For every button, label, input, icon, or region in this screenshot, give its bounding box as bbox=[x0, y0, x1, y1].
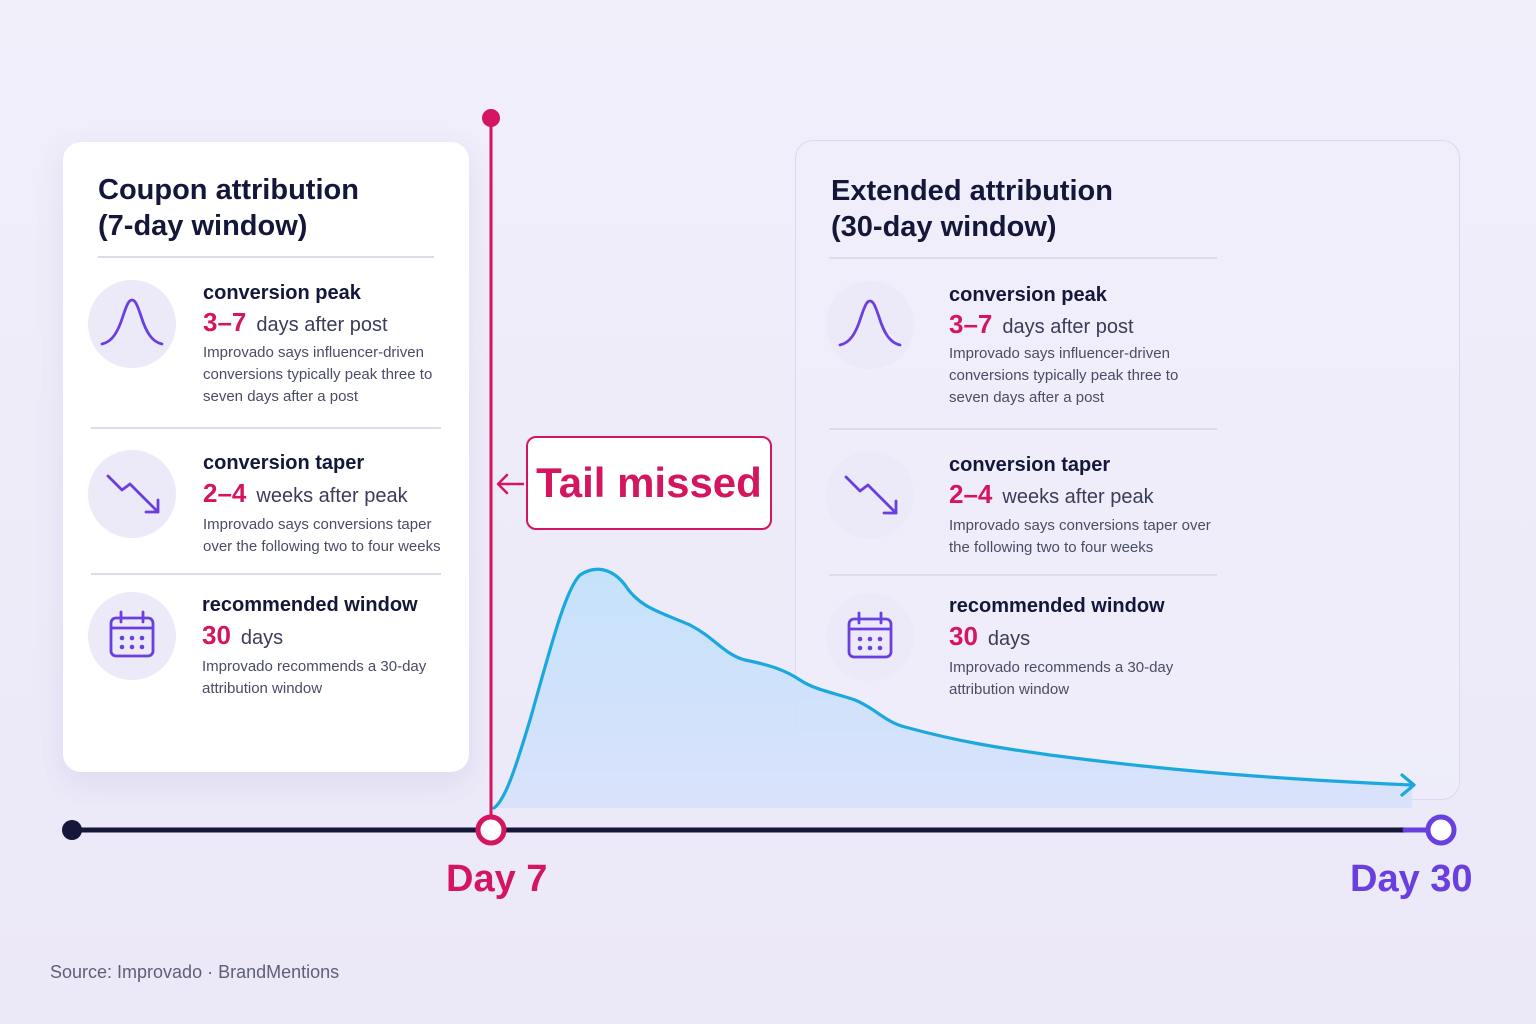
card-title-line1: Extended attribution bbox=[831, 175, 1113, 207]
metric-value: 2–4 bbox=[203, 478, 247, 508]
metric-value: 2–4 bbox=[949, 479, 993, 509]
metric-heading: recommended window bbox=[202, 594, 418, 616]
metric-unit: weeks after peak bbox=[256, 485, 408, 507]
metric-value-row: 3–7 days after post bbox=[949, 309, 1134, 340]
divider bbox=[91, 573, 441, 575]
metric-note: Improvado says influencer-driven convers… bbox=[949, 345, 1179, 406]
calendar-icon bbox=[826, 593, 914, 681]
bell-curve-icon bbox=[88, 280, 176, 368]
card-title-line2: (30-day window) bbox=[831, 211, 1057, 243]
divider bbox=[829, 574, 1217, 576]
day7-label: Day 7 bbox=[446, 858, 548, 900]
day30-marker bbox=[1425, 814, 1457, 846]
callout-arrowhead bbox=[496, 473, 509, 495]
tail-missed-callout: Tail missed bbox=[526, 436, 772, 530]
metric-unit: weeks after peak bbox=[1002, 486, 1154, 508]
card-title-line1: Coupon attribution bbox=[98, 174, 359, 206]
metric-value: 3–7 bbox=[949, 309, 993, 339]
source-note: Source: Improvado · BrandMentions bbox=[50, 962, 340, 982]
metric-note: Improvado recommends a 30-day attributio… bbox=[202, 658, 427, 697]
metric-heading: conversion taper bbox=[203, 452, 365, 474]
divider bbox=[91, 427, 441, 429]
trend-down-icon bbox=[826, 451, 914, 539]
metric-unit: days after post bbox=[1002, 316, 1134, 338]
tail-curve-line bbox=[492, 567, 1414, 810]
metric-value-row: 30 days bbox=[202, 620, 283, 651]
card-title-line2: (7-day window) bbox=[98, 210, 308, 242]
metric-unit: days after post bbox=[256, 314, 388, 336]
trend-down-icon bbox=[88, 450, 176, 538]
metric-value-row: 30 days bbox=[949, 621, 1030, 652]
timeline-start-dot bbox=[62, 820, 82, 840]
metric-unit: days bbox=[987, 628, 1031, 650]
bell-curve-icon bbox=[826, 281, 914, 369]
extended-attribution-card: Extended attribution (30-day window) con… bbox=[795, 140, 1460, 800]
divider bbox=[829, 257, 1217, 259]
metric-heading: recommended window bbox=[949, 595, 1165, 617]
metric-heading: conversion peak bbox=[203, 282, 361, 304]
metric-value: 30 bbox=[202, 620, 231, 650]
metric-note: Improvado says conversions taper over th… bbox=[949, 517, 1211, 556]
metric-heading: conversion taper bbox=[949, 454, 1111, 476]
day7-cutoff-top-dot bbox=[482, 109, 500, 127]
tail-curve-area bbox=[494, 569, 1412, 808]
metric-note: Improvado says conversions taper over th… bbox=[203, 516, 441, 555]
curve-arrowhead bbox=[1400, 773, 1416, 797]
metric-note: Improvado recommends a 30-day attributio… bbox=[949, 659, 1174, 698]
card-title: Extended attribution (30-day window) bbox=[831, 173, 1113, 245]
metric-value-row: 3–7 days after post bbox=[203, 307, 388, 338]
day7-marker bbox=[475, 814, 507, 846]
metric-value: 3–7 bbox=[203, 307, 247, 337]
coupon-attribution-card: Coupon attribution (7-day window) conver… bbox=[63, 142, 469, 772]
metric-value-row: 2–4 weeks after peak bbox=[949, 479, 1154, 510]
card-title: Coupon attribution (7-day window) bbox=[98, 172, 359, 244]
metric-value-row: 2–4 weeks after peak bbox=[203, 478, 408, 509]
tail-missed-label: Tail missed bbox=[536, 459, 762, 506]
metric-heading: conversion peak bbox=[949, 284, 1107, 306]
metric-note: Improvado says influencer-driven convers… bbox=[203, 344, 433, 405]
divider bbox=[98, 256, 434, 258]
metric-unit: days bbox=[240, 627, 284, 649]
metric-value: 30 bbox=[949, 621, 978, 651]
divider bbox=[829, 428, 1217, 430]
calendar-icon bbox=[88, 592, 176, 680]
day30-label: Day 30 bbox=[1350, 858, 1473, 900]
